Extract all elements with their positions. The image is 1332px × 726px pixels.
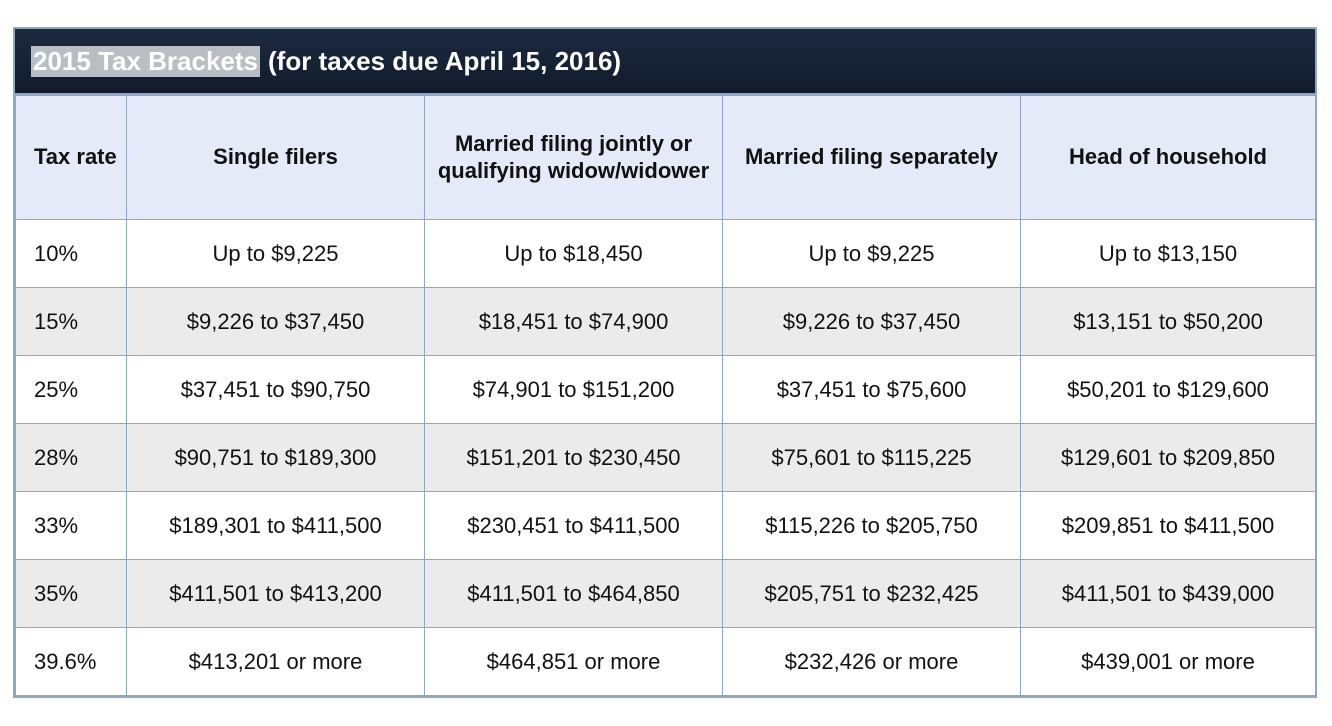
cell-head-of-household: $50,201 to $129,600 bbox=[1020, 355, 1316, 424]
cell-tax-rate: 28% bbox=[15, 423, 127, 492]
header-single-filers: Single filers bbox=[126, 95, 425, 220]
cell-married-jointly: $230,451 to $411,500 bbox=[424, 491, 723, 560]
cell-single: $37,451 to $90,750 bbox=[126, 355, 425, 424]
cell-married-separately: Up to $9,225 bbox=[722, 219, 1021, 288]
cell-single: $9,226 to $37,450 bbox=[126, 287, 425, 356]
cell-married-jointly: $18,451 to $74,900 bbox=[424, 287, 723, 356]
table-row: 35% $411,501 to $413,200 $411,501 to $46… bbox=[15, 559, 1316, 628]
cell-married-jointly: Up to $18,450 bbox=[424, 219, 723, 288]
cell-married-separately: $37,451 to $75,600 bbox=[722, 355, 1021, 424]
cell-married-separately: $115,226 to $205,750 bbox=[722, 491, 1021, 560]
cell-married-jointly: $411,501 to $464,850 bbox=[424, 559, 723, 628]
cell-head-of-household: $439,001 or more bbox=[1020, 627, 1316, 696]
cell-single: $411,501 to $413,200 bbox=[126, 559, 425, 628]
table-row: 10% Up to $9,225 Up to $18,450 Up to $9,… bbox=[15, 219, 1316, 288]
cell-tax-rate: 15% bbox=[15, 287, 127, 356]
tax-brackets-table: Tax rate Single filers Married filing jo… bbox=[15, 95, 1316, 696]
title-highlighted-text: 2015 Tax Brackets bbox=[31, 45, 261, 77]
cell-head-of-household: $411,501 to $439,000 bbox=[1020, 559, 1316, 628]
cell-married-jointly: $74,901 to $151,200 bbox=[424, 355, 723, 424]
header-married-jointly: Married filing jointly or qualifying wid… bbox=[424, 95, 723, 220]
cell-tax-rate: 33% bbox=[15, 491, 127, 560]
cell-tax-rate: 39.6% bbox=[15, 627, 127, 696]
cell-single: Up to $9,225 bbox=[126, 219, 425, 288]
cell-single: $90,751 to $189,300 bbox=[126, 423, 425, 492]
header-married-separately: Married filing separately bbox=[722, 95, 1021, 220]
cell-married-jointly: $151,201 to $230,450 bbox=[424, 423, 723, 492]
header-tax-rate: Tax rate bbox=[15, 95, 127, 220]
tax-brackets-table-container: 2015 Tax Brackets (for taxes due April 1… bbox=[13, 27, 1317, 698]
cell-head-of-household: Up to $13,150 bbox=[1020, 219, 1316, 288]
cell-married-separately: $75,601 to $115,225 bbox=[722, 423, 1021, 492]
table-row: 39.6% $413,201 or more $464,851 or more … bbox=[15, 627, 1316, 696]
table-row: 15% $9,226 to $37,450 $18,451 to $74,900… bbox=[15, 287, 1316, 356]
cell-married-separately: $232,426 or more bbox=[722, 627, 1021, 696]
cell-tax-rate: 35% bbox=[15, 559, 127, 628]
cell-head-of-household: $209,851 to $411,500 bbox=[1020, 491, 1316, 560]
table-row: 28% $90,751 to $189,300 $151,201 to $230… bbox=[15, 423, 1316, 492]
cell-married-separately: $9,226 to $37,450 bbox=[722, 287, 1021, 356]
cell-head-of-household: $129,601 to $209,850 bbox=[1020, 423, 1316, 492]
cell-tax-rate: 25% bbox=[15, 355, 127, 424]
table-row: 33% $189,301 to $411,500 $230,451 to $41… bbox=[15, 491, 1316, 560]
cell-married-separately: $205,751 to $232,425 bbox=[722, 559, 1021, 628]
title-subtitle-text: (for taxes due April 15, 2016) bbox=[268, 45, 622, 76]
cell-single: $413,201 or more bbox=[126, 627, 425, 696]
cell-married-jointly: $464,851 or more bbox=[424, 627, 723, 696]
table-title-bar: 2015 Tax Brackets (for taxes due April 1… bbox=[15, 29, 1315, 95]
table-row: 25% $37,451 to $90,750 $74,901 to $151,2… bbox=[15, 355, 1316, 424]
cell-head-of-household: $13,151 to $50,200 bbox=[1020, 287, 1316, 356]
header-head-of-household: Head of household bbox=[1020, 95, 1316, 220]
cell-tax-rate: 10% bbox=[15, 219, 127, 288]
header-row: Tax rate Single filers Married filing jo… bbox=[15, 95, 1316, 220]
cell-single: $189,301 to $411,500 bbox=[126, 491, 425, 560]
